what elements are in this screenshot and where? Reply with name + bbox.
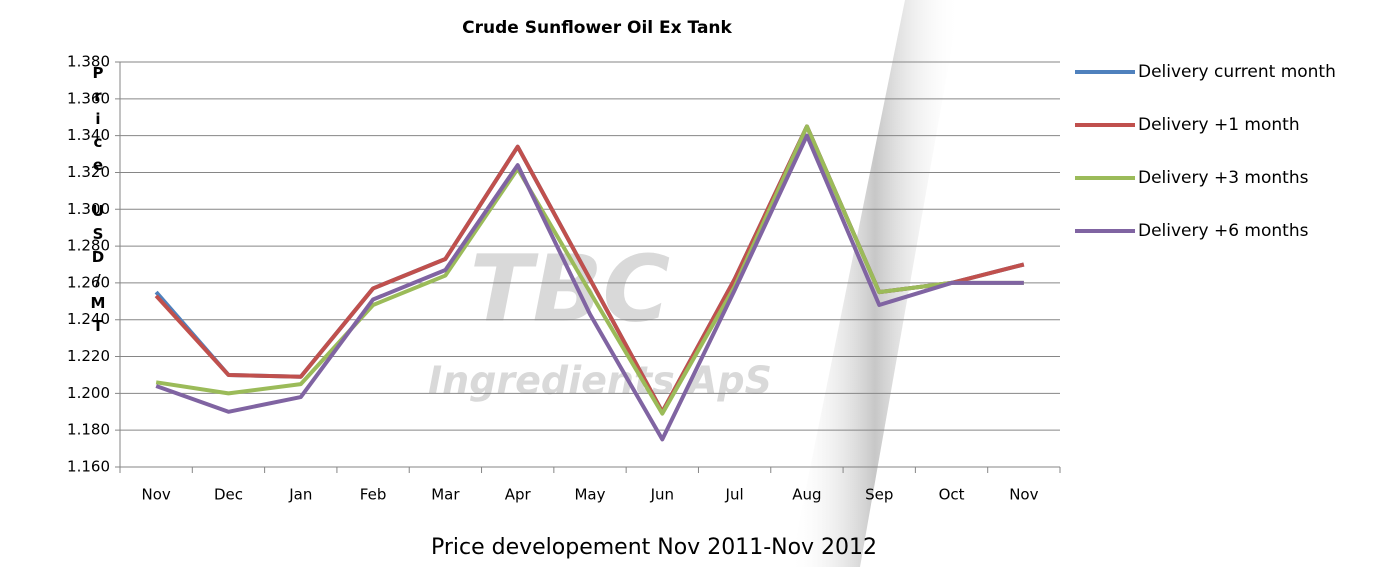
legend-label: Delivery current month xyxy=(1138,62,1336,82)
watermark: TBC xyxy=(470,235,670,342)
y-tick-label: 1.200 xyxy=(67,384,110,402)
y-tick-label: 1.320 xyxy=(67,163,110,181)
y-tick-label: 1.340 xyxy=(67,126,110,144)
y-tick-label: 1.240 xyxy=(67,310,110,328)
x-tick-label: Jul xyxy=(725,486,744,504)
x-tick-label: Aug xyxy=(792,486,821,504)
x-tick-label: Sep xyxy=(865,486,893,504)
chart-title: Crude Sunflower Oil Ex Tank xyxy=(462,18,732,38)
x-tick-label: Nov xyxy=(1009,486,1038,504)
y-tick-label: 1.300 xyxy=(67,200,110,218)
y-tick-label: 1.360 xyxy=(67,89,110,107)
y-tick-label: 1.180 xyxy=(67,421,110,439)
legend-label: Delivery +1 month xyxy=(1138,115,1300,135)
x-tick-label: Mar xyxy=(431,486,460,504)
x-tick-label: Jan xyxy=(288,486,312,504)
legend-label: Delivery +6 months xyxy=(1138,221,1309,241)
x-tick-label: Dec xyxy=(214,486,243,504)
series-line xyxy=(155,124,1024,416)
watermark: Ingredients ApS xyxy=(428,359,772,403)
legend-label: Delivery +3 months xyxy=(1138,168,1309,188)
x-tick-label: Jun xyxy=(650,486,674,504)
y-tick-label: 1.380 xyxy=(67,53,110,71)
y-tick-label: 1.160 xyxy=(67,458,110,476)
y-axis-title: Price USD/MT xyxy=(89,64,107,340)
y-tick-label: 1.280 xyxy=(67,237,110,255)
x-tick-label: Oct xyxy=(939,486,965,504)
x-tick-label: May xyxy=(574,486,605,504)
y-tick-label: 1.260 xyxy=(67,273,110,291)
series-line xyxy=(155,133,1024,442)
y-tick-label: 1.220 xyxy=(67,347,110,365)
x-tick-label: Feb xyxy=(360,486,387,504)
x-axis-title: Price developement Nov 2011-Nov 2012 xyxy=(431,535,877,560)
x-tick-label: Nov xyxy=(142,486,171,504)
x-tick-label: Apr xyxy=(505,486,532,504)
